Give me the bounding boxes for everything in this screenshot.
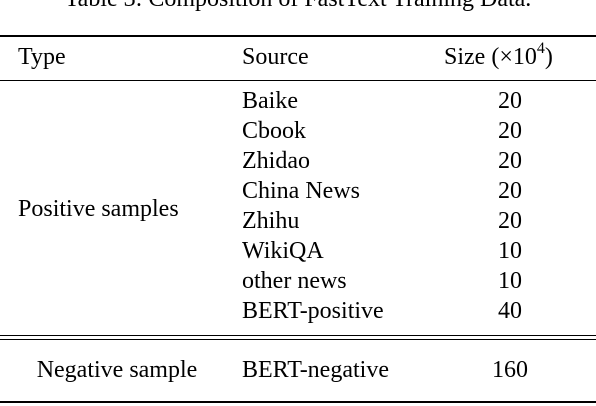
header-type: Type	[18, 44, 66, 70]
positive-size-china-news: 20	[498, 178, 522, 204]
positive-source-baike: Baike	[242, 88, 298, 114]
header-size-exponent: 4	[536, 40, 545, 57]
header-size: Size (×104)	[444, 40, 553, 72]
positive-size-zhihu: 20	[498, 208, 522, 234]
positive-size-zhidao: 20	[498, 148, 522, 174]
header-size-suffix: )	[544, 44, 553, 70]
positive-size-wikiqa: 10	[498, 238, 522, 264]
negative-source-bert-negative: BERT-negative	[242, 357, 389, 383]
positive-size-cbook: 20	[498, 118, 522, 144]
negative-size-bert-negative: 160	[492, 357, 528, 383]
positive-source-zhidao: Zhidao	[242, 148, 310, 174]
group-rule	[0, 335, 596, 336]
positive-source-wikiqa: WikiQA	[242, 238, 324, 264]
positive-source-cbook: Cbook	[242, 118, 307, 144]
header-source: Source	[242, 44, 309, 70]
positive-size-other-news: 10	[498, 268, 522, 294]
header-rule	[0, 80, 596, 81]
positive-type-label: Positive samples	[18, 196, 179, 222]
top-rule	[0, 35, 596, 37]
positive-size-baike: 20	[498, 88, 522, 114]
group-rule-double	[0, 339, 596, 340]
bottom-rule	[0, 401, 596, 403]
positive-source-bert-positive: BERT-positive	[242, 298, 384, 324]
positive-source-other-news: other news	[242, 268, 347, 294]
negative-type-label: Negative sample	[36, 357, 198, 383]
positive-source-zhihu: Zhihu	[242, 208, 300, 234]
positive-source-china-news: China News	[242, 178, 360, 204]
table-caption: Table 3: Composition of FastText Trainin…	[0, 0, 596, 14]
positive-size-bert-positive: 40	[498, 298, 522, 324]
header-size-prefix: Size (×10	[444, 44, 537, 70]
